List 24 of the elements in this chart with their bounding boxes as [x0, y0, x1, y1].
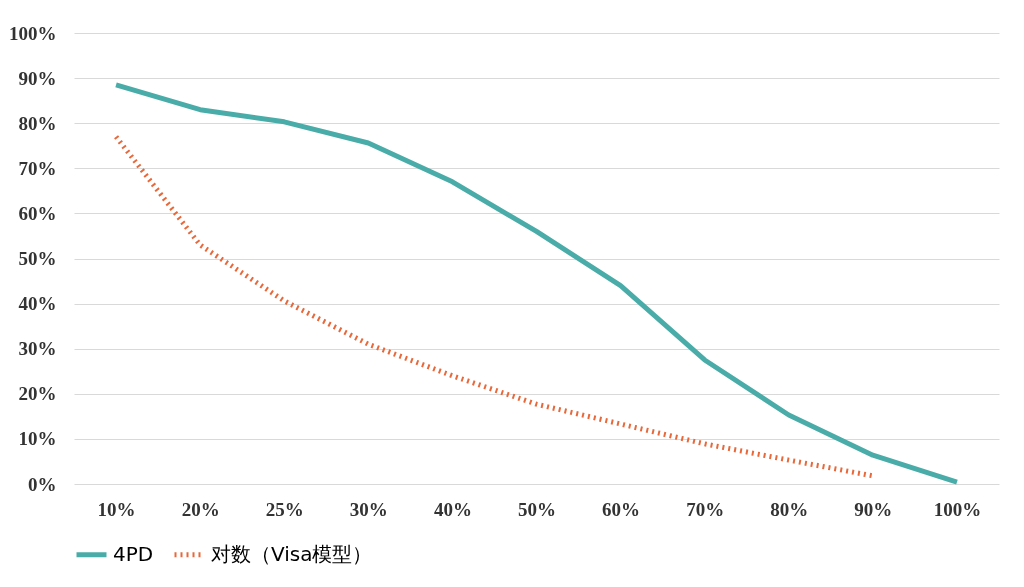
y-tick-label: 10% — [18, 428, 57, 450]
y-tick-label: 70% — [18, 157, 57, 179]
x-tick-label: 80% — [770, 498, 809, 520]
x-tick-label: 100% — [933, 498, 982, 520]
y-tick-label: 80% — [18, 112, 57, 134]
y-tick-label: 90% — [18, 67, 57, 89]
y-tick-label: 100% — [9, 22, 57, 44]
x-tick-label: 25% — [265, 498, 304, 520]
x-tick-label: 50% — [518, 498, 556, 520]
x-tick-label: 20% — [181, 498, 220, 520]
y-tick-label: 0% — [28, 473, 57, 495]
x-tick-label: 90% — [854, 498, 893, 520]
y-tick-label: 60% — [18, 202, 57, 224]
x-tick-label: 10% — [97, 498, 136, 520]
y-tick-label: 50% — [18, 248, 57, 269]
y-tick-label: 20% — [18, 383, 57, 405]
y-tick-label: 30% — [18, 338, 57, 360]
x-tick-label: 60% — [602, 498, 641, 520]
legend-label: 对数（Visa模型） — [211, 541, 373, 566]
x-tick-label: 40% — [433, 498, 472, 520]
x-tick-label: 30% — [349, 498, 388, 520]
y-tick-label: 40% — [18, 293, 57, 315]
legend-label: 4PD — [113, 541, 154, 566]
x-tick-label: 70% — [686, 498, 725, 520]
